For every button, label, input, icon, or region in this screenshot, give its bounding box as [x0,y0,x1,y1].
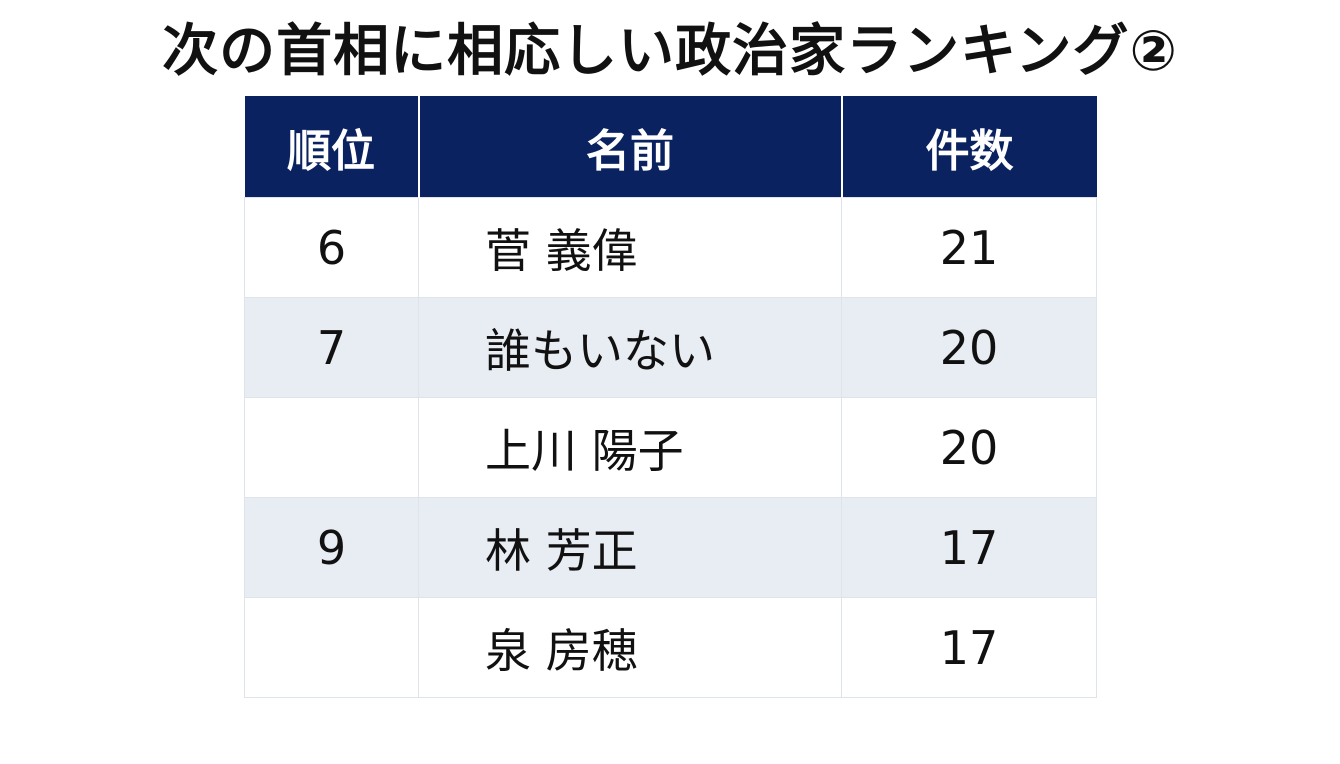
cell-count: 17 [841,597,1097,698]
cell-count: 20 [841,397,1097,498]
header-name: 名前 [417,96,842,198]
header-row: 順位 名前 件数 [244,96,1097,198]
table-row: 7 誰もいない 20 [244,297,1097,398]
cell-rank: 7 [244,297,419,398]
table-body: 6 菅 義偉 21 7 誰もいない 20 上川 陽子 20 9 林 芳正 17 … [244,197,1097,698]
header-count: 件数 [840,96,1097,198]
cell-rank: 9 [244,497,419,598]
cell-rank [244,397,419,498]
cell-name: 上川 陽子 [418,397,842,498]
cell-name: 誰もいない [418,297,842,398]
page-title: 次の首相に相応しい政治家ランキング② [162,19,1178,84]
table-row: 泉 房穂 17 [244,597,1097,698]
table-header: 順位 名前 件数 [244,96,1097,198]
cell-count: 17 [841,497,1097,598]
cell-count: 21 [841,197,1097,298]
table-row: 9 林 芳正 17 [244,497,1097,598]
cell-rank [244,597,419,698]
table-row: 上川 陽子 20 [244,397,1097,498]
cell-name: 菅 義偉 [418,197,842,298]
cell-name: 林 芳正 [418,497,842,598]
table-row: 6 菅 義偉 21 [244,197,1097,298]
cell-name: 泉 房穂 [418,597,842,698]
header-rank: 順位 [244,96,419,198]
ranking-table: 順位 名前 件数 6 菅 義偉 21 7 誰もいない 20 上川 陽子 20 9… [244,96,1097,698]
cell-rank: 6 [244,197,419,298]
cell-count: 20 [841,297,1097,398]
